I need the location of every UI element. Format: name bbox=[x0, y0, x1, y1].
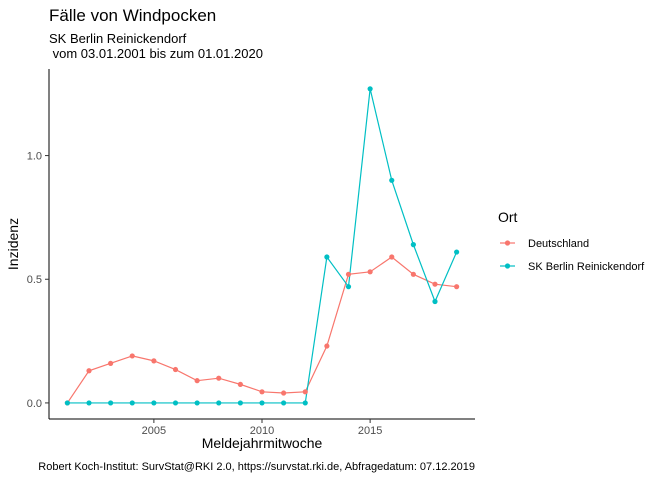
data-point-1-7 bbox=[216, 400, 222, 406]
data-point-0-10 bbox=[281, 390, 287, 396]
data-point-0-18 bbox=[454, 284, 460, 290]
y-tick-label: 0.0 bbox=[27, 398, 42, 410]
x-axis-title: Meldejahrmitwoche bbox=[202, 435, 323, 451]
legend-label-0: Deutschland bbox=[528, 238, 589, 250]
data-point-0-11 bbox=[302, 389, 308, 395]
chart-title: Fälle von Windpocken bbox=[49, 6, 216, 25]
series-line-0 bbox=[66, 256, 457, 404]
data-point-0-8 bbox=[237, 381, 243, 387]
legend: Ort Deutschland SK Berlin Reinickendorf bbox=[498, 209, 645, 273]
data-point-0-5 bbox=[172, 366, 179, 373]
data-point-1-18 bbox=[454, 249, 460, 255]
data-point-0-2 bbox=[108, 360, 114, 366]
data-point-1-0 bbox=[64, 400, 70, 406]
legend-key-point-1 bbox=[504, 263, 511, 269]
y-tick-label: 0.5 bbox=[27, 274, 42, 286]
series-line-1 bbox=[67, 88, 458, 404]
data-point-0-16 bbox=[410, 271, 416, 277]
legend-title: Ort bbox=[498, 209, 518, 225]
data-point-1-4 bbox=[151, 400, 157, 406]
data-point-0-3 bbox=[129, 353, 135, 359]
data-point-1-16 bbox=[410, 242, 416, 248]
data-point-1-12 bbox=[324, 254, 330, 260]
chart-caption: Robert Koch-Institut: SurvStat@RKI 2.0, … bbox=[38, 461, 475, 473]
x-tick-label: 2005 bbox=[142, 425, 166, 437]
x-axis-ticks: 2005 2010 2015 bbox=[142, 419, 382, 437]
data-point-0-17 bbox=[432, 281, 438, 287]
data-point-0-4 bbox=[151, 358, 157, 364]
y-axis-title: Inzidenz bbox=[5, 218, 21, 270]
data-point-1-5 bbox=[172, 400, 179, 406]
legend-key-point-0 bbox=[504, 240, 511, 246]
data-point-1-8 bbox=[237, 400, 243, 406]
data-point-0-15 bbox=[389, 254, 395, 260]
y-tick-label: 1.0 bbox=[27, 151, 42, 163]
plot-area bbox=[64, 86, 460, 406]
data-point-1-17 bbox=[432, 298, 438, 305]
data-point-1-6 bbox=[194, 400, 200, 406]
data-point-0-12 bbox=[324, 343, 330, 349]
data-point-0-1 bbox=[86, 368, 92, 374]
legend-label-1: SK Berlin Reinickendorf bbox=[528, 261, 645, 273]
data-point-0-14 bbox=[367, 269, 373, 275]
x-tick-label: 2010 bbox=[250, 425, 274, 437]
data-point-1-9 bbox=[259, 400, 265, 406]
data-point-0-9 bbox=[259, 389, 265, 395]
x-tick-label: 2015 bbox=[358, 425, 382, 437]
chart-subtitle-line1: SK Berlin Reinickendorf bbox=[49, 31, 187, 46]
y-axis-ticks: 0.0 0.5 1.0 bbox=[27, 151, 49, 410]
data-point-0-6 bbox=[194, 378, 200, 384]
data-point-1-2 bbox=[108, 400, 114, 406]
data-point-1-14 bbox=[367, 86, 373, 92]
data-point-1-10 bbox=[281, 400, 287, 406]
data-point-1-13 bbox=[345, 284, 352, 290]
data-point-0-13 bbox=[345, 271, 352, 277]
chart-subtitle-line2: vom 03.01.2001 bis zum 01.01.2020 bbox=[49, 46, 263, 61]
data-point-1-11 bbox=[302, 400, 308, 406]
data-point-1-3 bbox=[129, 400, 135, 406]
data-point-1-15 bbox=[389, 177, 395, 183]
data-point-0-7 bbox=[216, 375, 222, 381]
data-point-1-1 bbox=[86, 400, 92, 406]
